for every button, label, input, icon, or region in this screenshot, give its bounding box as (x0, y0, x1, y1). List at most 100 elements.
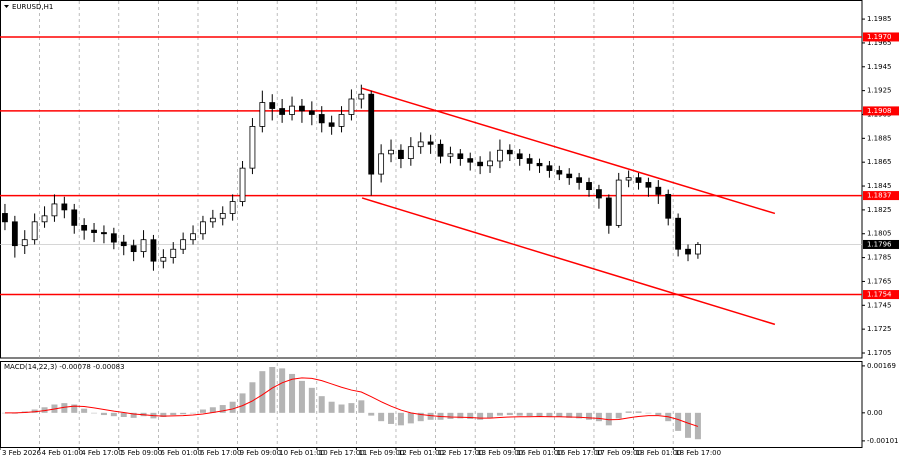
candle-body (516, 153, 523, 160)
macd-bar (685, 412, 692, 438)
x-tick-label: 16 Feb 17:00 (556, 449, 602, 457)
candle-body (299, 105, 305, 112)
macd-bar (655, 412, 662, 416)
macd-bar (170, 412, 177, 416)
y-tick-label: 1.1885 (867, 134, 892, 142)
y-tick-label: 1.1805 (867, 230, 892, 238)
candle-body (101, 232, 107, 235)
current-price-label: 1.1796 (867, 240, 892, 248)
y-tick-label: 1.1825 (867, 206, 892, 214)
macd-bar (536, 412, 543, 417)
y-tick-label: 1.1965 (867, 39, 892, 47)
candle-body (695, 244, 701, 255)
macd-bar (308, 387, 315, 413)
y-tick-label: 0.00169 (867, 362, 896, 370)
candle-body (140, 239, 147, 253)
macd-bar (595, 412, 602, 422)
macd-bar (180, 412, 187, 415)
candle-body (229, 201, 236, 214)
candle-body (506, 149, 513, 155)
candle-body (170, 248, 177, 258)
macd-bar (229, 401, 236, 413)
candle-body (120, 241, 127, 247)
macd-bar (378, 412, 385, 422)
macd-signal (4, 377, 699, 427)
macd-bar (388, 412, 395, 424)
macd-bar (407, 412, 414, 424)
macd-bar (645, 412, 652, 414)
macd-bar (516, 412, 523, 416)
macd-bar (556, 412, 563, 417)
candle-body (110, 233, 117, 243)
x-tick-label: 11 Feb 09:00 (358, 449, 404, 457)
macd-bar (41, 407, 48, 413)
price-panel-frame (0, 0, 863, 359)
macd-bar (605, 412, 612, 426)
candle-body (437, 143, 444, 157)
candle-body (318, 114, 325, 124)
macd-bar (190, 412, 197, 414)
x-tick-label: 9 Feb 09:00 (240, 449, 281, 457)
macd-bar (61, 403, 68, 413)
candle-body (358, 93, 365, 100)
macd-bar (397, 412, 404, 426)
macd-bar (358, 400, 365, 413)
candle-body (566, 173, 573, 179)
macd-bar (348, 403, 355, 413)
x-tick-label: 16 Feb 01:00 (517, 449, 563, 457)
macd-bar (71, 404, 78, 413)
candle-body (348, 98, 355, 115)
x-tick-label: 13 Feb 09:00 (477, 449, 523, 457)
macd-title: MACD(14,22,3) -0.00078 -0.00083 (4, 363, 125, 371)
y-tick-label: 1.1945 (867, 63, 892, 71)
candle-body (398, 149, 404, 160)
macd-bar (615, 412, 622, 419)
macd-bar (259, 371, 266, 413)
macd-bar (635, 411, 642, 413)
macd-bar (576, 412, 583, 419)
candle-body (91, 229, 97, 233)
candle-body (665, 193, 672, 219)
candle-body (308, 110, 315, 115)
macd-bar (338, 404, 345, 413)
x-tick-label: 4 Feb 01:00 (42, 449, 83, 457)
price-layer (0, 36, 862, 326)
candle-body (289, 105, 295, 115)
macd-bar (496, 412, 503, 416)
level-label: 1.1970 (867, 33, 892, 41)
macd-bar (298, 380, 305, 413)
candle-body (259, 102, 266, 127)
candle-body (368, 93, 375, 175)
candle-body (239, 167, 246, 202)
x-tick-label: 18 Feb 17:00 (675, 449, 721, 457)
candle-body (31, 221, 38, 241)
candle-body (487, 160, 493, 167)
macd-bar (546, 412, 553, 417)
candle-body (526, 158, 533, 164)
macd-bar (368, 412, 375, 416)
candle-body (675, 217, 682, 250)
macd-bar (289, 373, 296, 413)
candle-body (546, 165, 553, 171)
candle-body (556, 170, 563, 175)
macd-bar (318, 396, 325, 413)
macd-bar (566, 412, 573, 418)
macd-bar (81, 408, 88, 413)
candle-body (11, 221, 18, 247)
macd-bar (586, 412, 593, 420)
macd-layer (1, 367, 701, 440)
macd-bar (209, 407, 216, 413)
macd-bar (467, 412, 474, 419)
candle-body (200, 221, 206, 235)
candle-body (586, 182, 592, 191)
macd-bar (675, 412, 682, 431)
macd-bar (526, 412, 533, 417)
macd-bar (417, 412, 424, 422)
macd-bar (239, 393, 246, 413)
level-label-box (863, 106, 899, 116)
macd-panel-frame (0, 361, 863, 448)
candle-body (615, 179, 622, 226)
macd-bar (506, 412, 513, 416)
y-tick-label: 1.1845 (867, 182, 892, 190)
